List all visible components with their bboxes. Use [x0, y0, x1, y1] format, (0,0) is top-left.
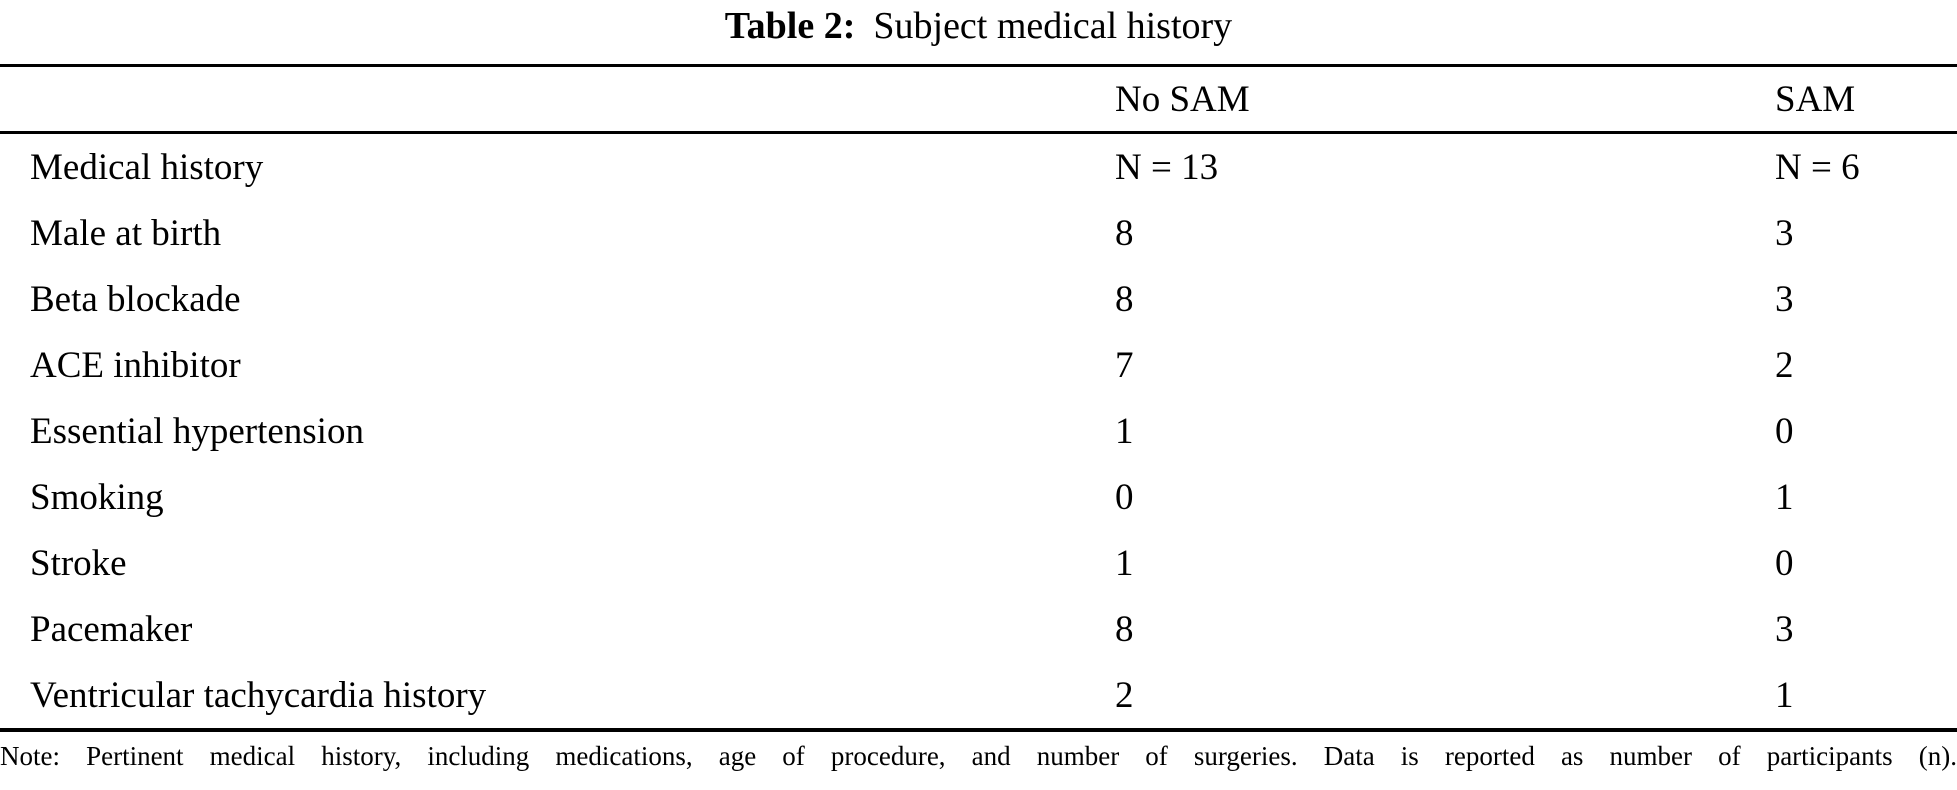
- row-label-cell: Essential hypertension: [30, 410, 364, 452]
- header-sam-cell: SAM: [1775, 78, 1856, 120]
- sam-value-cell: 0: [1775, 542, 1794, 584]
- table-title: Table 2: Subject medical history: [0, 0, 1957, 64]
- table-header-rule: [0, 131, 1957, 134]
- table-row: ACE inhibitor 7 2: [0, 332, 1957, 398]
- row-label-cell: Smoking: [30, 476, 164, 518]
- table-top-rule: [0, 64, 1957, 67]
- no-sam-value-cell: 0: [1115, 476, 1134, 518]
- row-label-cell: Beta blockade: [30, 278, 241, 320]
- table-row: Essential hypertension 1 0: [0, 398, 1957, 464]
- table-title-label: Table 2:: [724, 5, 856, 47]
- row-label-cell: Pacemaker: [30, 608, 193, 650]
- no-sam-value-cell: 8: [1115, 278, 1134, 320]
- table-row: Pacemaker 8 3: [0, 596, 1957, 662]
- table-row: Male at birth 8 3: [0, 200, 1957, 266]
- sam-value-cell: 0: [1775, 410, 1794, 452]
- row-label-cell: ACE inhibitor: [30, 344, 241, 386]
- table-header-row: No SAM SAM: [0, 67, 1957, 131]
- table-row: Beta blockade 8 3: [0, 266, 1957, 332]
- table-bottom-rule: [0, 728, 1957, 732]
- no-sam-value-cell: 8: [1115, 608, 1134, 650]
- table-row: Ventricular tachycardia history 2 1: [0, 662, 1957, 728]
- row-label-cell: Male at birth: [30, 212, 222, 254]
- no-sam-value-cell: 7: [1115, 344, 1134, 386]
- sam-value-cell: 3: [1775, 608, 1794, 650]
- sam-value-cell: 3: [1775, 278, 1794, 320]
- no-sam-value-cell: 1: [1115, 410, 1134, 452]
- sam-value-cell: 2: [1775, 344, 1794, 386]
- sam-value-cell: 1: [1775, 674, 1794, 716]
- row-label-cell: Stroke: [30, 542, 127, 584]
- header-no-sam-cell: No SAM: [1115, 78, 1250, 120]
- table-title-text: Subject medical history: [873, 5, 1233, 47]
- sam-value-cell: 3: [1775, 212, 1794, 254]
- row-label-cell: Medical history: [30, 146, 264, 188]
- sam-value-cell: 1: [1775, 476, 1794, 518]
- table-row: Stroke 1 0: [0, 530, 1957, 596]
- no-sam-value-cell: 2: [1115, 674, 1134, 716]
- table-footnote: Note: Pertinent medical history, includi…: [0, 741, 1957, 771]
- no-sam-value-cell: 1: [1115, 542, 1134, 584]
- row-label-cell: Ventricular tachycardia history: [30, 674, 487, 716]
- sam-value-cell: N = 6: [1775, 146, 1860, 188]
- table-row: Smoking 0 1: [0, 464, 1957, 530]
- no-sam-value-cell: N = 13: [1115, 146, 1219, 188]
- table-row: Medical history N = 13 N = 6: [0, 134, 1957, 200]
- no-sam-value-cell: 8: [1115, 212, 1134, 254]
